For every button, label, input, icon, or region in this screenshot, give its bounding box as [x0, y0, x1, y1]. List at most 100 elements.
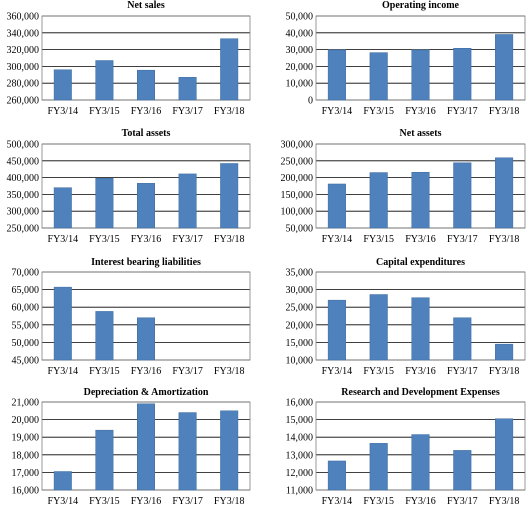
y-tick-label: 300,000 — [281, 140, 314, 151]
x-tick-label: FY3/18 — [214, 234, 245, 245]
y-tick-label: 25,000 — [286, 303, 314, 314]
y-tick-label: 35,000 — [286, 268, 314, 279]
y-tick-label: 14,000 — [286, 433, 314, 444]
x-tick-label: FY3/17 — [172, 106, 203, 117]
chart-title: Net assets — [400, 128, 442, 139]
chart-title: Research and Development Expenses — [341, 387, 500, 398]
bar — [369, 443, 388, 491]
y-tick-label: 250,000 — [7, 224, 40, 235]
y-tick-label: 45,000 — [12, 356, 40, 367]
bar — [369, 52, 388, 101]
x-tick-label: FY3/16 — [405, 234, 436, 245]
y-tick-label: 21,000 — [12, 398, 40, 409]
bar — [327, 460, 346, 491]
x-tick-label: FY3/16 — [131, 234, 162, 245]
bar — [220, 38, 239, 101]
bar — [495, 157, 514, 229]
y-tick-label: 200,000 — [281, 173, 314, 184]
x-tick-label: FY3/14 — [48, 366, 79, 377]
chart-panel-4: Net assets 50,000 100,000 150,000 200,000 250… — [281, 128, 526, 245]
bar — [453, 450, 472, 491]
y-tick-label: 500,000 — [7, 140, 40, 151]
bar — [95, 60, 114, 101]
bar — [137, 403, 155, 491]
bar — [95, 429, 114, 491]
bar — [327, 183, 346, 229]
chart-panel-6: Capital expenditures 10,000 15,000 20,000 25… — [286, 257, 526, 377]
x-tick-label: FY3/15 — [363, 106, 394, 117]
chart-title: Interest bearing liabilities — [91, 257, 201, 268]
x-tick-label: FY3/17 — [447, 496, 478, 507]
y-tick-label: 320,000 — [7, 45, 40, 56]
y-tick-label: 65,000 — [12, 285, 40, 296]
x-tick-label: FY3/15 — [89, 234, 120, 245]
bar — [411, 49, 430, 101]
bar — [453, 317, 472, 361]
x-tick-label: FY3/17 — [447, 234, 478, 245]
x-tick-label: FY3/18 — [214, 496, 245, 507]
bar — [411, 171, 430, 229]
y-tick-label: 280,000 — [7, 79, 40, 90]
x-tick-label: FY3/16 — [405, 106, 436, 117]
y-tick-label: 300,000 — [7, 62, 40, 73]
x-tick-label: FY3/14 — [322, 106, 353, 117]
y-tick-label: 50,000 — [12, 338, 40, 349]
y-tick-label: 10,000 — [286, 79, 314, 90]
x-tick-label: FY3/17 — [172, 234, 203, 245]
chart-panel-1: Net sales 260,000 280,000 300,000 320,000 340… — [7, 0, 251, 117]
x-tick-label: FY3/16 — [131, 366, 162, 377]
bar — [178, 412, 197, 491]
x-tick-label: FY3/17 — [447, 366, 478, 377]
bar — [411, 434, 430, 491]
chart-title: Operating income — [382, 0, 459, 11]
bar — [369, 172, 388, 229]
bar — [53, 471, 72, 491]
y-tick-label: 100,000 — [281, 207, 314, 218]
bar — [178, 77, 197, 101]
bar — [453, 162, 472, 229]
y-tick-label: 15,000 — [286, 415, 314, 426]
bar — [137, 317, 155, 361]
y-tick-label: 15,000 — [286, 338, 314, 349]
y-tick-label: 0 — [308, 96, 313, 107]
bar — [137, 69, 155, 101]
bar — [95, 178, 114, 229]
x-tick-label: FY3/16 — [131, 106, 162, 117]
y-tick-label: 450,000 — [7, 156, 40, 167]
x-tick-label: FY3/15 — [363, 366, 394, 377]
chart-panel-8: Research and Development Expenses 11,000 1… — [286, 387, 526, 507]
bar — [53, 187, 72, 229]
chart-panel-3: Total assets 250,000 300,000 350,000 400,000… — [7, 128, 251, 245]
y-tick-label: 17,000 — [12, 468, 40, 479]
y-tick-label: 60,000 — [12, 303, 40, 314]
x-tick-label: FY3/15 — [89, 106, 120, 117]
y-tick-label: 11,000 — [286, 486, 313, 497]
x-tick-label: FY3/18 — [489, 106, 520, 117]
y-tick-label: 10,000 — [286, 356, 314, 367]
chart-title: Capital expenditures — [376, 257, 465, 268]
y-tick-label: 55,000 — [12, 320, 40, 331]
x-tick-label: FY3/18 — [489, 496, 520, 507]
y-tick-label: 400,000 — [7, 173, 40, 184]
y-tick-label: 340,000 — [7, 28, 40, 39]
x-tick-label: FY3/18 — [214, 366, 245, 377]
y-tick-label: 19,000 — [12, 433, 40, 444]
y-tick-label: 20,000 — [12, 415, 40, 426]
x-tick-label: FY3/16 — [405, 366, 436, 377]
bar — [411, 297, 430, 361]
bar — [220, 163, 239, 229]
y-tick-label: 300,000 — [7, 207, 40, 218]
x-tick-label: FY3/14 — [322, 366, 353, 377]
x-tick-label: FY3/16 — [405, 496, 436, 507]
bar — [453, 48, 472, 101]
chart-panel-7: Depreciation & Amortization 16,000 17,000 1… — [12, 387, 251, 507]
y-tick-label: 30,000 — [286, 45, 314, 56]
y-tick-label: 12,000 — [286, 468, 314, 479]
y-tick-label: 16,000 — [286, 398, 314, 409]
x-tick-label: FY3/15 — [363, 234, 394, 245]
x-tick-label: FY3/17 — [447, 106, 478, 117]
x-tick-label: FY3/14 — [48, 496, 79, 507]
chart-title: Total assets — [122, 128, 171, 139]
chart-title: Depreciation & Amortization — [84, 387, 209, 398]
